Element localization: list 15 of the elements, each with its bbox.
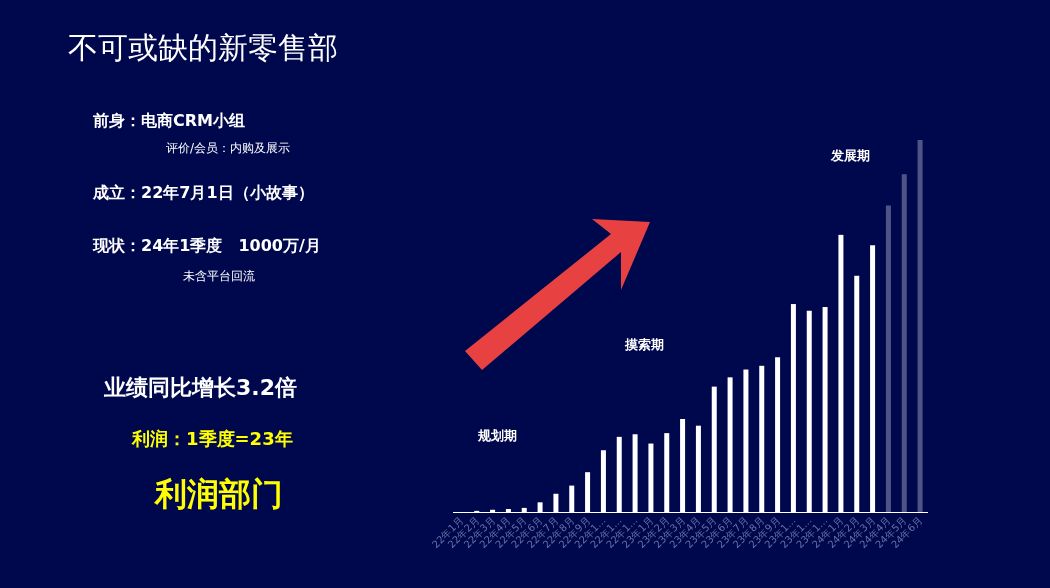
text: 现状：24年1季度 1000万/月 <box>92 236 321 255</box>
text: 评价/会员：内购及展示 <box>166 141 291 155</box>
text: 业绩同比增长3.2倍 <box>103 375 297 400</box>
text: 不可或缺的新零售部 <box>68 30 338 65</box>
text: 前身：电商CRM小组 <box>92 111 245 130</box>
annotation: 发展期 <box>830 148 870 163</box>
bar <box>917 140 923 512</box>
text: 未含平台回流 <box>183 269 255 283</box>
bar <box>901 174 907 512</box>
bar <box>885 205 891 512</box>
text: 成立：22年7月1日（小故事） <box>92 183 314 202</box>
text: 利润：1季度=23年 <box>131 428 293 449</box>
annotation: 摸索期 <box>624 337 664 352</box>
annotation: 规划期 <box>477 428 517 443</box>
text: 利润部门 <box>153 475 283 513</box>
